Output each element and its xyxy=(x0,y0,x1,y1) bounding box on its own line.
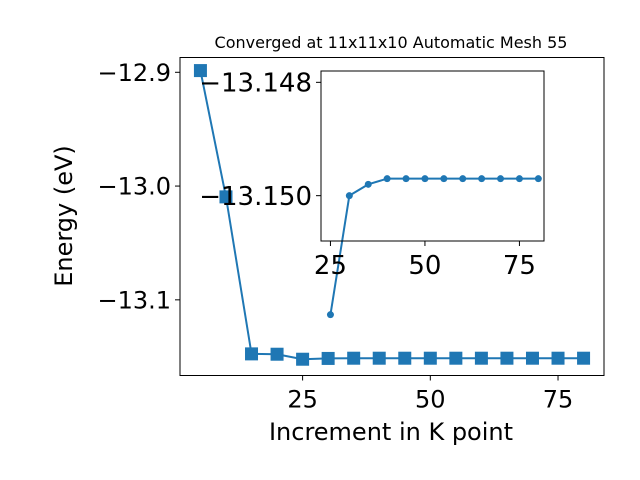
inset-data-point xyxy=(383,175,391,183)
main-ytick-label: −13.0 xyxy=(97,173,171,201)
main-data-point xyxy=(551,351,565,365)
inset-data-point xyxy=(345,192,353,200)
main-xtick-label: 50 xyxy=(415,386,446,414)
inset-data-point xyxy=(402,175,410,183)
inset-xtick-label: 75 xyxy=(503,251,536,281)
main-data-point xyxy=(372,351,386,365)
inset-xtick-label: 25 xyxy=(314,251,347,281)
inset-data-point xyxy=(478,175,486,183)
main-ytick-label: −12.9 xyxy=(97,59,171,87)
main-data-point xyxy=(525,351,539,365)
main-series-line xyxy=(199,70,584,361)
main-data-point xyxy=(219,190,233,204)
main-ytick-label: −13.1 xyxy=(97,286,171,314)
chart-title: Converged at 11x11x10 Automatic Mesh 55 xyxy=(215,33,568,52)
main-data-point xyxy=(270,347,284,361)
main-data-point xyxy=(193,64,207,78)
inset-ytick-label: −13.148 xyxy=(199,69,312,99)
y-axis-title: Energy (eV) xyxy=(50,145,78,287)
main-ticks: 25 50 75 −12.9 −13.0 −13.1 xyxy=(97,59,573,414)
main-data-point xyxy=(577,351,591,365)
inset-data-point xyxy=(459,175,467,183)
main-chart: Converged at 11x11x10 Automatic Mesh 55 … xyxy=(50,33,605,446)
main-xtick-label: 25 xyxy=(287,386,318,414)
main-data-point xyxy=(296,352,310,366)
main-plot-area xyxy=(193,64,591,366)
inset-ytick-label: −13.150 xyxy=(199,182,312,212)
inset-background xyxy=(321,71,544,241)
inset-axes-frame xyxy=(320,70,545,242)
inset-data-point xyxy=(421,175,429,183)
inset-data-point xyxy=(534,175,542,183)
inset-ticks: 25 50 75 −13.150 −13.148 xyxy=(199,69,536,281)
x-axis-title: Increment in K point xyxy=(269,418,513,446)
main-data-point xyxy=(347,351,361,365)
inset-data-point xyxy=(326,311,334,319)
inset-plot-area xyxy=(326,175,542,319)
main-data-point xyxy=(398,351,412,365)
inset-data-point xyxy=(515,175,523,183)
inset-data-point xyxy=(497,175,505,183)
inset-xtick-label: 50 xyxy=(408,251,441,281)
inset-data-point xyxy=(440,175,448,183)
main-data-point xyxy=(500,351,514,365)
main-xtick-label: 75 xyxy=(543,386,574,414)
main-data-point xyxy=(474,351,488,365)
inset-data-point xyxy=(364,180,372,188)
main-data-point xyxy=(245,347,259,361)
main-data-point xyxy=(449,351,463,365)
main-data-point xyxy=(423,351,437,365)
main-data-point xyxy=(321,351,335,365)
main-axes-frame xyxy=(179,57,605,376)
inset-chart: 25 50 75 −13.150 −13.148 xyxy=(199,69,545,319)
